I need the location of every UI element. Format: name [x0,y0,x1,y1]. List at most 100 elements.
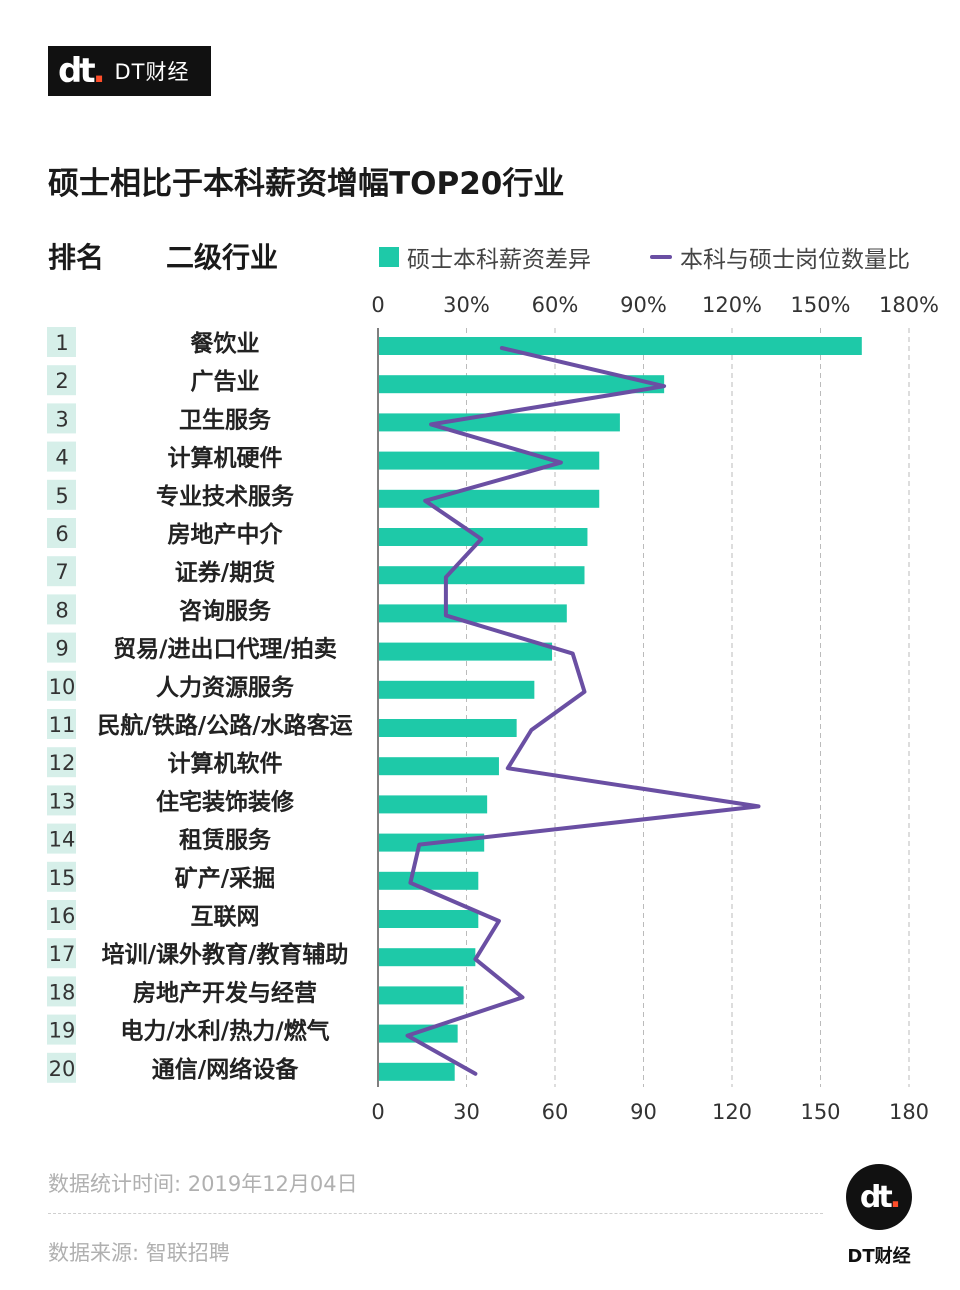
salary-gap-bar [379,451,600,470]
rank-column-header: 排名 [48,241,105,274]
rank-badge [47,632,76,663]
rank-badge [47,976,76,1007]
salary-gap-bar [379,719,517,737]
rank-number: 8 [55,598,68,622]
rank-badge [47,327,76,357]
dt-logo-icon: dt. [58,51,105,91]
rank-number: 19 [49,1019,76,1043]
top-axis-tick-label: 180% [879,293,939,317]
rank-number: 10 [49,675,76,699]
rank-badge [47,518,76,548]
industry-label: 矿产/采掘 [175,865,275,892]
rank-number: 4 [55,446,68,470]
rank-number: 15 [49,866,76,890]
rank-badge [47,403,76,434]
rank-number: 18 [49,980,76,1004]
rank-badge [47,747,76,778]
legend-bar-label: 硕士本科薪资差异 [407,247,591,273]
rank-number: 13 [49,789,76,813]
industry-label: 计算机硬件 [168,445,283,472]
industry-label: 住宅装饰装修 [156,788,295,815]
salary-gap-bar [379,948,476,967]
rank-number: 16 [49,904,76,928]
industry-label: 卫生服务 [179,407,272,433]
industry-label: 专业技术服务 [156,483,295,510]
bottom-axis-tick-label: 0 [371,1100,384,1124]
industry-label: 互联网 [191,904,260,930]
rank-number: 20 [49,1057,76,1081]
salary-gap-bar [379,375,665,394]
salary-gap-bar [379,528,588,546]
top-axis-tick-label: 0 [371,293,384,317]
salary-gap-bar [379,986,464,1005]
brand-logo-icon: dt. [846,1164,912,1230]
rank-badge [47,441,76,472]
industry-label: 电力/水利/热力/燃气 [120,1018,329,1045]
rank-number: 11 [49,713,76,737]
rank-badge [47,479,76,510]
logo-badge: dt. DT财经 [48,46,211,96]
bottom-axis-tick-label: 30 [453,1100,480,1124]
rank-number: 14 [49,828,76,852]
job-ratio-line [405,346,761,1076]
rank-badge [47,594,76,625]
industry-label: 通信/网络设备 [152,1056,299,1083]
industry-label: 民航/铁路/公路/水路客运 [97,712,352,739]
salary-gap-bar [379,757,499,776]
rank-badge [47,900,76,930]
bottom-axis-tick-label: 180 [889,1100,929,1124]
top-axis-tick-label: 150% [790,293,850,317]
salary-gap-bar [379,489,600,508]
salary-gap-bar [379,795,488,814]
chart-title: 硕士相比于本科薪资增幅TOP20行业 [48,166,565,202]
rank-badge [47,861,76,892]
rank-badge [47,670,76,701]
stat-time-note: 数据统计时间: 2019年12月04日 [48,1172,358,1196]
salary-gap-bar [379,1062,455,1081]
legend-item-line: 本科与硕士岗位数量比 [650,240,910,274]
source-note: 数据来源: 智联招聘 [48,1241,230,1265]
industry-label: 房地产中介 [168,521,284,548]
industry-label: 贸易/进出口代理/拍卖 [113,637,337,663]
rank-number: 1 [55,331,68,355]
bottom-axis-tick-label: 90 [630,1100,657,1124]
industry-label: 广告业 [191,368,260,395]
salary-gap-bar [379,337,862,355]
salary-gap-bar [379,566,585,585]
industry-label: 租赁服务 [179,828,272,854]
legend-bar-swatch [379,247,399,267]
top-axis-tick-label: 60% [532,293,579,317]
bottom-axis-tick-label: 60 [542,1100,569,1124]
salary-gap-bar [379,642,553,661]
rank-badge [47,823,76,854]
rank-badge [47,1014,76,1045]
rank-number: 12 [49,751,76,775]
rank-badge [47,1052,76,1083]
rank-badge [47,556,76,587]
rank-number: 9 [55,637,68,661]
salary-gap-bar [379,910,479,928]
industry-column-header: 二级行业 [166,241,279,274]
legend-item-bar: 硕士本科薪资差异 [379,240,591,274]
salary-gap-bar [379,604,567,623]
salary-gap-bar [379,680,535,699]
industry-label: 餐饮业 [191,330,260,357]
top-axis-tick-label: 90% [620,293,667,317]
industry-label: 培训/课外教育/教育辅助 [102,941,349,968]
rank-number: 17 [49,942,76,966]
rank-number: 6 [55,522,68,546]
rank-badge [47,365,76,396]
industry-label: 人力资源服务 [156,675,295,701]
industry-label: 证券/期货 [175,559,275,586]
top-axis-tick-label: 30% [443,293,490,317]
footer-divider [48,1213,823,1214]
top-axis-tick-label: 120% [702,293,762,317]
legend-line-label: 本科与硕士岗位数量比 [680,247,910,273]
industry-label: 房地产开发与经营 [133,979,317,1006]
bottom-axis-tick-label: 120 [712,1100,752,1124]
rank-badge [47,709,76,739]
logo-text: DT财经 [114,60,190,84]
legend-line-swatch [650,255,672,259]
salary-gap-bar [379,413,620,432]
rank-number: 5 [55,484,68,508]
